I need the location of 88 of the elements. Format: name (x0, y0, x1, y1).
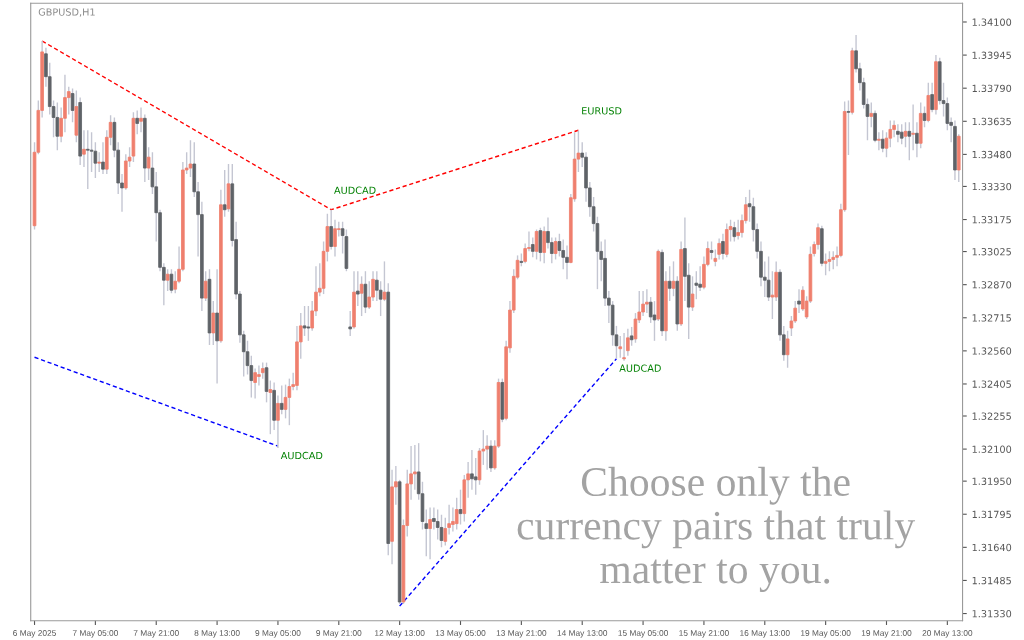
candlestick (470, 449, 474, 491)
annotation: AUDCAD (619, 364, 661, 372)
candlestick (85, 129, 90, 190)
x-tick-label: 16 May 13:00 (740, 630, 790, 638)
x-tick-label: 12 May 13:00 (375, 630, 425, 638)
candlestick (732, 220, 737, 243)
y-tick-label: 1.31640 (972, 543, 1012, 552)
candlestick (428, 506, 432, 560)
y-tick-label: 1.32715 (972, 314, 1011, 322)
candlestick (622, 332, 626, 362)
candlestick (736, 219, 740, 241)
x-tick-label: 6 May 2025 (13, 630, 56, 638)
y-tick-label: 1.32870 (972, 281, 1012, 289)
y-tick-label: 1.33945 (972, 51, 1011, 59)
x-tick-label: 8 May 13:00 (194, 630, 240, 638)
candlestick (869, 101, 874, 128)
annotation: AUDCAD (334, 186, 376, 194)
candlestick (279, 384, 284, 415)
candlestick (903, 121, 908, 148)
candlestick (557, 232, 562, 258)
y-tick-label: 1.33635 (972, 117, 1011, 126)
candlestick (222, 169, 227, 218)
candlestick (899, 123, 904, 145)
y-tick-label: 1.32255 (972, 412, 1011, 420)
candlestick (645, 288, 649, 314)
x-tick-label: 19 May 05:00 (801, 630, 851, 638)
candlestick (553, 236, 558, 261)
candlestick (382, 260, 387, 302)
candlestick (633, 312, 638, 344)
candlestick (770, 270, 775, 320)
x-tick-label: 7 May 21:00 (133, 630, 179, 638)
y-tick-label: 1.33790 (972, 84, 1012, 93)
y-tick-label: 1.33330 (972, 182, 1012, 191)
annotation: EURUSD (582, 107, 622, 115)
candlestick (302, 305, 307, 337)
y-tick-label: 1.32100 (972, 445, 1012, 453)
candlestick (55, 101, 60, 151)
y-tick-label: 1.31330 (972, 610, 1012, 618)
candlestick (97, 151, 101, 173)
candlestick (690, 275, 695, 312)
x-tick-label: 9 May 05:00 (255, 630, 301, 638)
candlestick (101, 141, 105, 175)
candlestick (911, 103, 915, 151)
candlestick (169, 268, 174, 294)
x-tick-label: 14 May 13:00 (557, 630, 608, 638)
y-tick-label: 1.34100 (972, 18, 1012, 26)
candlestick (363, 270, 368, 314)
candlestick (306, 305, 311, 342)
candlestick (538, 226, 543, 263)
candlestick (721, 232, 725, 261)
candlestick (626, 328, 630, 357)
candlestick (846, 99, 851, 156)
candlestick (565, 244, 569, 281)
candlestick (485, 434, 489, 471)
x-tick-label: 9 May 21:00 (316, 630, 362, 638)
candlestick (896, 123, 900, 143)
y-tick-label: 1.31795 (972, 510, 1011, 519)
y-tick-label: 1.31485 (972, 576, 1011, 585)
annotation: AUDCAD (280, 451, 323, 460)
candlestick (439, 513, 444, 549)
chart-title: GBPUSD,H1 (38, 8, 95, 17)
y-tick-label: 1.33025 (972, 248, 1011, 256)
candlestick (671, 260, 676, 297)
candlestick (211, 300, 216, 346)
x-tick-label: 15 May 21:00 (679, 630, 729, 638)
candlestick (333, 219, 337, 258)
x-tick-label: 19 May 21:00 (861, 630, 912, 638)
candlestick (877, 131, 881, 151)
candlestick (257, 364, 261, 387)
candlestick (785, 330, 790, 369)
candlestick (823, 252, 828, 276)
y-tick-label: 1.31950 (972, 477, 1012, 485)
candlestick (135, 109, 140, 136)
y-tick-label: 1.33175 (972, 216, 1011, 224)
candlestick (458, 488, 463, 526)
x-tick-label: 20 May 13:00 (922, 630, 973, 638)
y-tick-label: 1.32405 (972, 380, 1011, 388)
candlestick (489, 439, 493, 473)
candlestick (188, 139, 193, 178)
candlestick (287, 377, 292, 426)
annotation: Choose only the currency pairs that truly matter to you. (517, 466, 916, 593)
x-tick-label: 7 May 05:00 (72, 630, 118, 638)
x-tick-label: 15 May 05:00 (618, 630, 668, 638)
x-tick-label: 13 May 05:00 (435, 630, 486, 638)
x-tick-label: 13 May 21:00 (496, 630, 547, 638)
y-tick-label: 1.33480 (972, 150, 1012, 159)
y-tick-label: 1.32560 (972, 347, 1012, 355)
candlestick (139, 106, 143, 133)
